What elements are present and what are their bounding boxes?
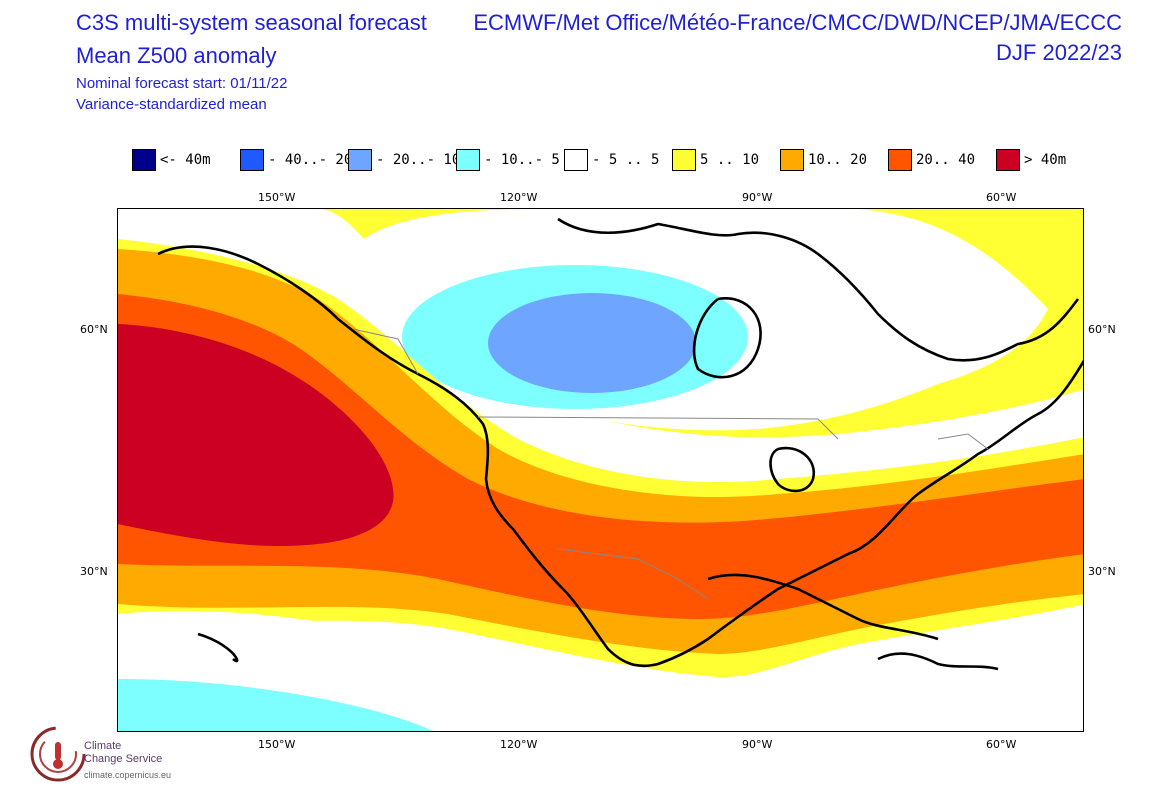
legend-label: 5 .. 10: [700, 152, 760, 168]
season-text: DJF 2022/23: [996, 40, 1122, 65]
legend-swatch: [780, 149, 804, 171]
legend-label: - 40..- 20: [268, 152, 353, 168]
method-text: Variance-standardized mean: [76, 96, 267, 113]
lat-label-right: 30°N: [1088, 565, 1116, 578]
lon-label-top: 150°W: [258, 191, 296, 204]
logo-text-service: Change Service: [84, 753, 163, 765]
anomaly-band-redorange: [118, 294, 1083, 619]
legend-item: - 40..- 20: [240, 148, 352, 172]
coastlines: [157, 217, 1083, 671]
legend-item: 20.. 40: [888, 148, 975, 172]
legend-item: 10.. 20: [780, 148, 867, 172]
anomaly-band-white-south: [118, 610, 1083, 731]
legend-swatch: [456, 149, 480, 171]
title-line-1: C3S multi-system seasonal forecast: [76, 10, 427, 35]
lat-label-left: 30°N: [80, 565, 108, 578]
legend-swatch: [348, 149, 372, 171]
lon-label-top: 120°W: [500, 191, 538, 204]
legend-item: - 5 .. 5: [564, 148, 659, 172]
legend-swatch: [564, 149, 588, 171]
forecast-start-text: Nominal forecast start: 01/11/22: [76, 75, 288, 92]
legend-swatch: [996, 149, 1020, 171]
legend-label: > 40m: [1024, 152, 1067, 168]
borders: [352, 328, 989, 600]
anomaly-region-cyan-southwest: [118, 679, 434, 731]
logo-text-climate: Climate: [84, 740, 122, 752]
anomaly-map: [117, 208, 1084, 732]
lat-label-left: 60°N: [80, 323, 108, 336]
logo-url: climate.copernicus.eu: [84, 770, 172, 780]
legend-swatch: [672, 149, 696, 171]
legend-swatch: [240, 149, 264, 171]
legend-label: - 5 .. 5: [592, 152, 660, 168]
legend-item: - 20..- 10: [348, 148, 460, 172]
lon-label-top: 60°W: [986, 191, 1017, 204]
lon-label-bottom: 60°W: [986, 738, 1017, 751]
legend-item: 5 .. 10: [672, 148, 759, 172]
systems-text: ECMWF/Met Office/Météo-France/CMCC/DWD/N…: [473, 10, 1122, 35]
lon-label-bottom: 90°W: [742, 738, 773, 751]
legend-swatch: [132, 149, 156, 171]
lon-label-bottom: 150°W: [258, 738, 296, 751]
legend-item: > 40m: [996, 148, 1066, 172]
legend-label: 20.. 40: [916, 152, 976, 168]
legend-label: <- 40m: [160, 152, 211, 168]
anomaly-region-lightblue: [488, 293, 696, 393]
title-line-2: Mean Z500 anomaly: [76, 43, 277, 68]
lon-label-bottom: 120°W: [500, 738, 538, 751]
legend-swatch: [888, 149, 912, 171]
climate-change-service-logo: [30, 726, 86, 782]
legend-item: - 10..- 5: [456, 148, 560, 172]
legend-label: - 10..- 5: [484, 152, 560, 168]
lon-label-top: 90°W: [742, 191, 773, 204]
anomaly-region-darkred: [118, 324, 394, 547]
legend-label: - 20..- 10: [376, 152, 461, 168]
legend-label: 10.. 20: [808, 152, 868, 168]
lat-label-right: 60°N: [1088, 323, 1116, 336]
legend-item: <- 40m: [132, 148, 211, 172]
